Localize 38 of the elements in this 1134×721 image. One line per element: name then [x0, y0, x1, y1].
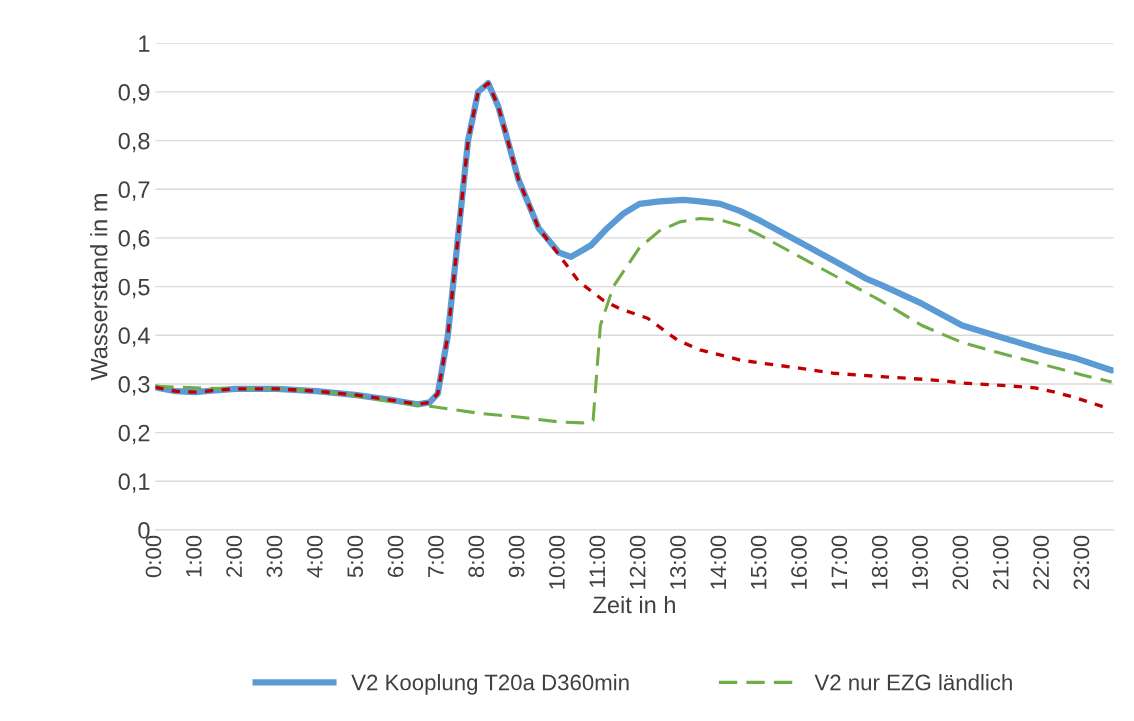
y-tick-label: 1: [139, 35, 150, 52]
x-tick-label: 5:00: [347, 535, 364, 578]
x-tick-label: 17:00: [831, 535, 848, 589]
x-tick-label: 12:00: [629, 535, 646, 589]
y-tick-label: 0,4: [118, 327, 150, 347]
x-tick-label: 22:00: [1033, 535, 1049, 590]
y-tick-label: 0,5: [118, 278, 150, 299]
x-axis-title: Zeit in h: [593, 595, 675, 614]
line-series: [155, 216, 1114, 425]
y-tick-label: 0,8: [118, 132, 150, 153]
legend-label: V2 nur EZG ländlich: [814, 674, 1012, 691]
x-tick-label: 23:00: [1073, 535, 1090, 590]
x-tick-label: 21:00: [992, 535, 1009, 590]
x-tick-label: 1:00: [185, 535, 202, 577]
x-tick-label: 3:00: [266, 535, 283, 578]
y-axis-title: Wasserstand in m: [90, 194, 108, 381]
x-tick-label: 4:00: [306, 535, 323, 578]
y-tick-label: 0,7: [118, 181, 150, 201]
x-tick-label: 2:00: [226, 535, 243, 577]
x-tick-label: 14:00: [710, 535, 727, 589]
x-tick-label: 18:00: [871, 535, 888, 589]
x-tick-label: 8:00: [468, 535, 485, 578]
x-tick-label: 19:00: [912, 535, 928, 589]
x-tick-label: 20:00: [952, 535, 969, 590]
x-tick-label: 15:00: [750, 535, 767, 589]
y-tick-label: 0,1: [118, 473, 150, 493]
y-tick-label: 0,9: [118, 84, 150, 104]
x-tick-label: 9:00: [508, 535, 525, 577]
x-tick-label: 7:00: [428, 535, 444, 577]
y-tick-label: 0,2: [118, 424, 150, 445]
x-tick-label: 13:00: [670, 535, 686, 589]
x-tick-label: 10:00: [549, 535, 565, 589]
x-tick-label: 11:00: [589, 535, 606, 588]
y-tick-label: 0,3: [118, 376, 150, 396]
y-tick-label: 0,6: [118, 230, 150, 250]
legend-label: V2 Kooplung T20a D360min: [351, 674, 629, 695]
x-tick-label: 6:00: [387, 535, 404, 577]
x-tick-label: 16:00: [791, 535, 807, 589]
